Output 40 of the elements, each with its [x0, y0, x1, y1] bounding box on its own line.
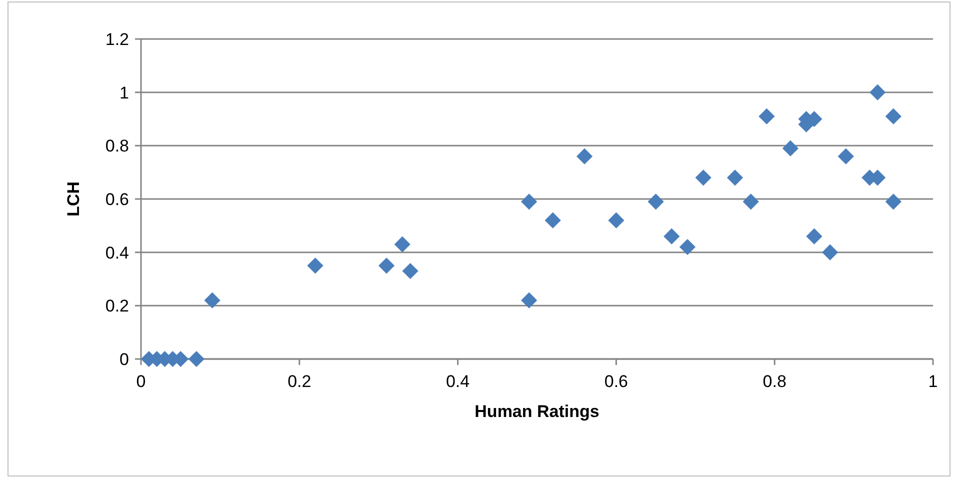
point	[378, 258, 395, 274]
x-tick-label: 0	[136, 372, 146, 391]
point	[782, 140, 798, 156]
point	[521, 194, 538, 210]
point	[648, 194, 664, 210]
point	[402, 262, 418, 280]
point	[885, 194, 902, 210]
point	[806, 228, 822, 244]
point	[544, 212, 561, 228]
y-axis-title: LCH	[64, 182, 83, 216]
point	[576, 148, 593, 164]
point	[664, 228, 680, 244]
point	[758, 108, 775, 124]
point	[204, 292, 220, 308]
point	[838, 148, 854, 164]
point	[394, 236, 410, 252]
point	[188, 350, 204, 368]
point	[822, 244, 838, 260]
point	[870, 84, 886, 100]
x-tick-label: 0.8	[762, 372, 786, 391]
y-tick-label: 0	[120, 350, 129, 369]
y-tick-label: 0.4	[105, 243, 129, 262]
x-tick-label: 0.4	[446, 372, 470, 391]
point	[885, 108, 902, 124]
x-tick-label: 0.6	[604, 372, 628, 391]
y-tick-label: 0.2	[105, 296, 129, 316]
y-tick-label: 1	[120, 83, 129, 102]
point	[307, 258, 324, 274]
x-axis-title: Human Ratings	[474, 402, 600, 421]
point	[521, 292, 538, 308]
y-tick-label: 0.6	[105, 190, 129, 209]
x-tick-label: 0.2	[288, 372, 312, 391]
y-tick-label: 1.2	[105, 30, 129, 49]
point	[608, 212, 624, 228]
point	[679, 238, 696, 256]
y-tick-label: 0.8	[105, 136, 129, 156]
point	[742, 194, 759, 210]
x-tick-label: 1	[928, 372, 938, 391]
point	[695, 170, 712, 186]
point	[726, 170, 744, 186]
